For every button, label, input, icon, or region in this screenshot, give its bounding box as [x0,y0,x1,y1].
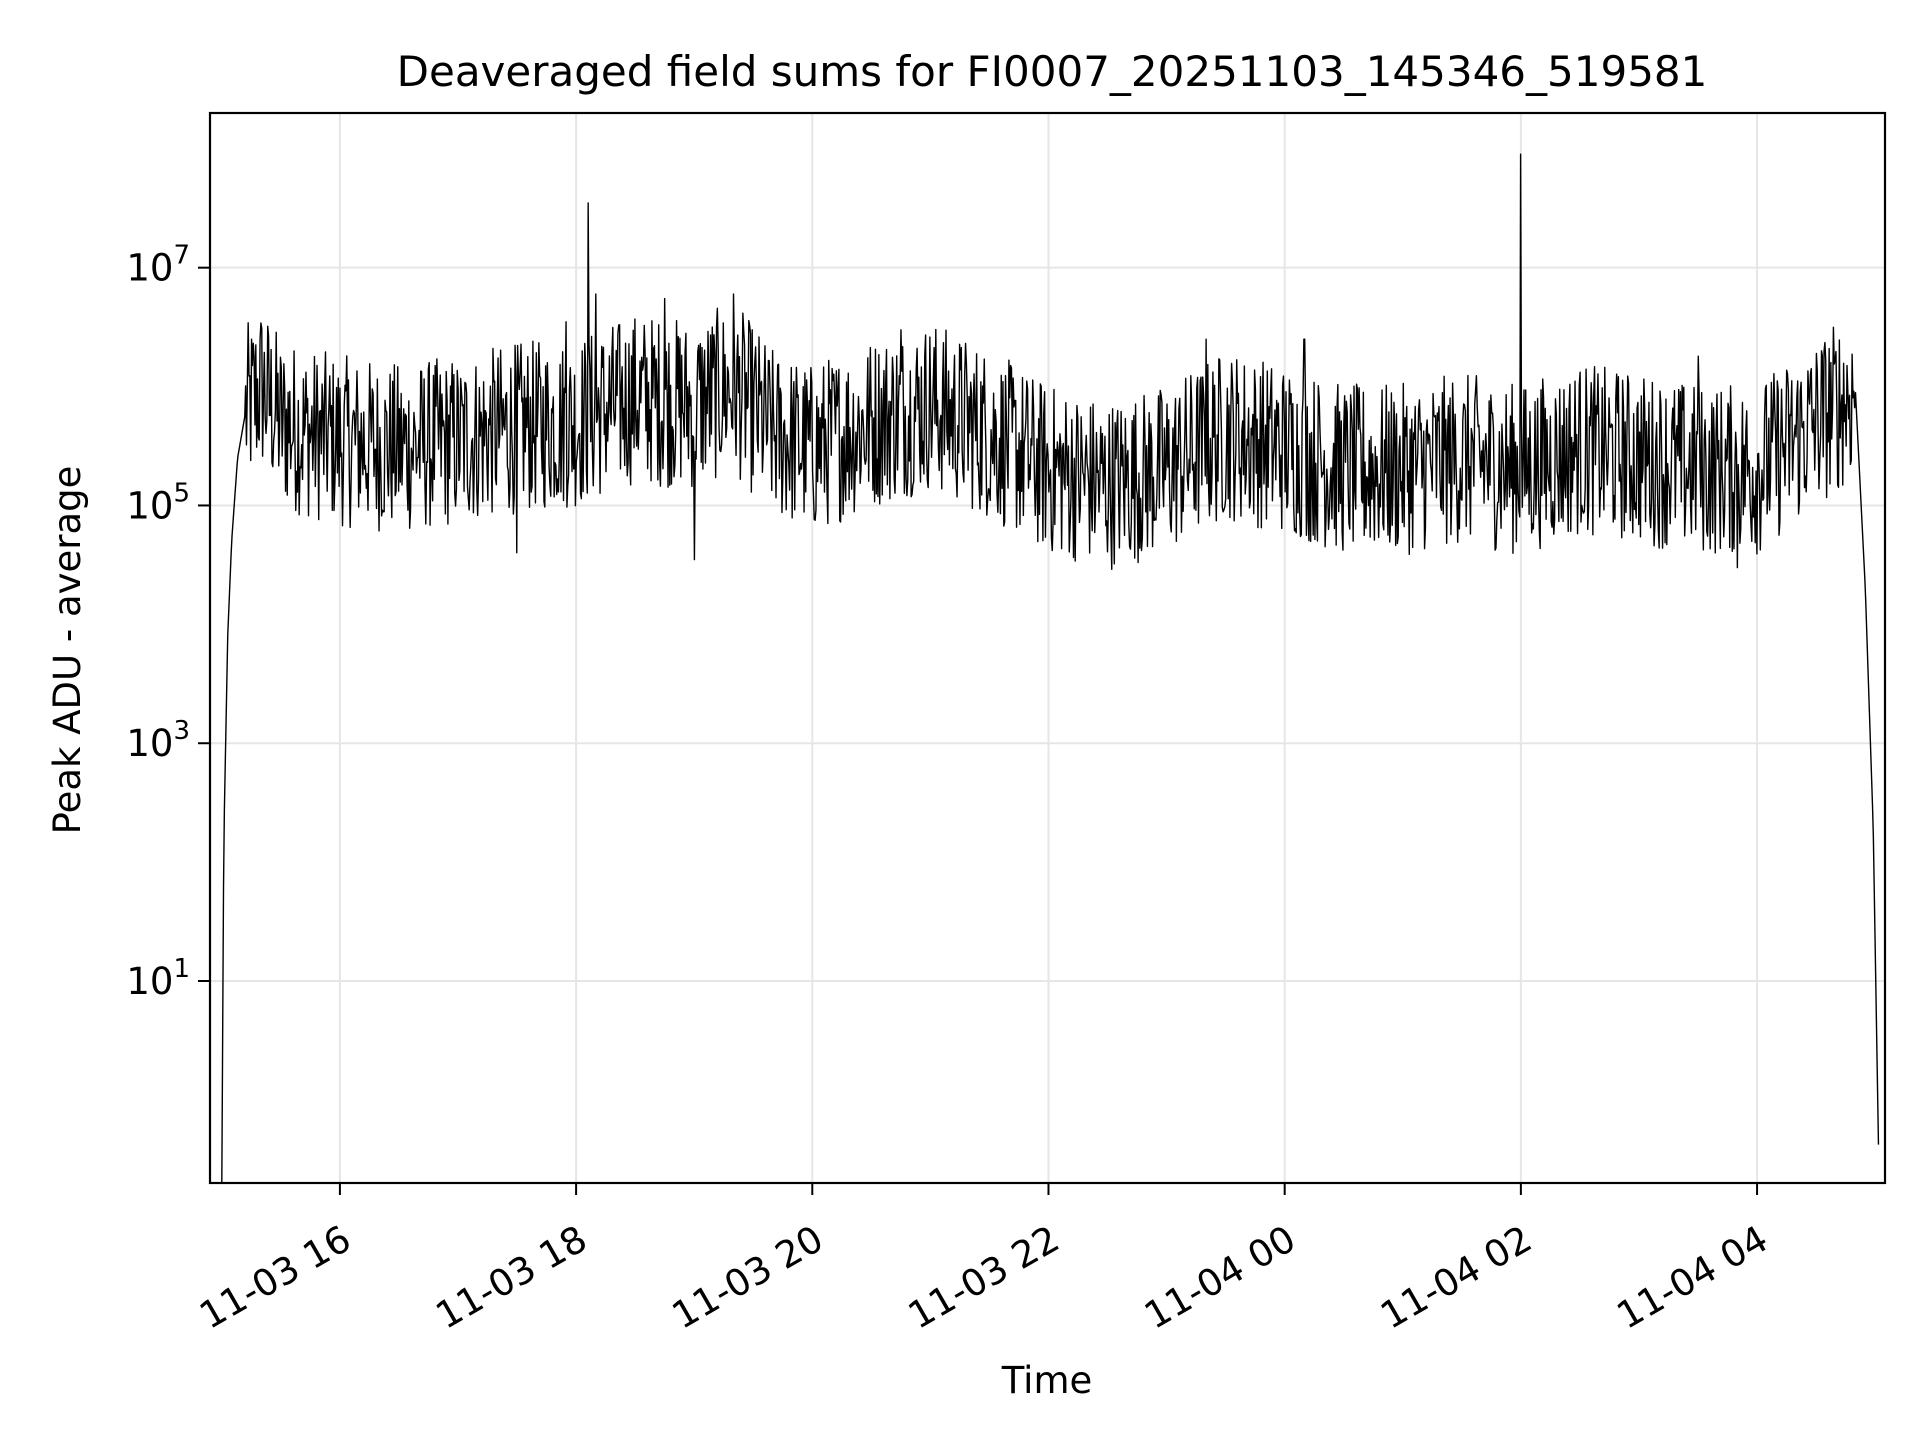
y-tick-exponent: 1 [173,954,190,984]
y-tick-exponent: 7 [173,241,190,271]
y-tick-label: 101 [126,954,190,1003]
chart-title: Deaveraged field sums for FI0007_2025110… [397,47,1708,96]
y-axis-label: Peak ADU - average [46,466,89,835]
y-tick-base: 10 [126,247,173,290]
plot-area [221,153,1880,1184]
series-line [221,153,1880,1184]
y-tick-label: 103 [126,716,190,765]
x-axis-label: Time [1001,1359,1093,1402]
y-tick-label: 107 [126,241,190,290]
y-tick-exponent: 3 [173,716,190,746]
y-tick-label: 105 [126,478,190,527]
y-tick-base: 10 [126,960,173,1003]
plot-frame [208,111,1887,1185]
y-tick-base: 10 [126,722,173,765]
y-tick-base: 10 [126,484,173,527]
y-tick-exponent: 5 [173,478,190,508]
